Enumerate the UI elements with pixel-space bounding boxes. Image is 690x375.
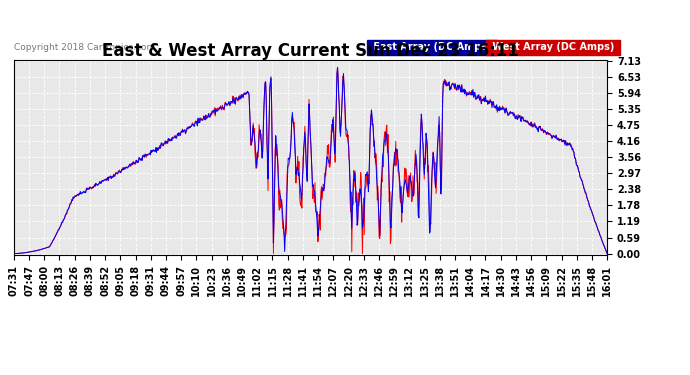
Title: East & West Array Current Sun Dec 23 16:11: East & West Array Current Sun Dec 23 16:…	[102, 42, 519, 60]
Text: West Array (DC Amps): West Array (DC Amps)	[489, 42, 618, 52]
Text: Copyright 2018 Cartronics.com: Copyright 2018 Cartronics.com	[14, 43, 155, 52]
Text: East Array (DC Amps): East Array (DC Amps)	[370, 42, 495, 52]
